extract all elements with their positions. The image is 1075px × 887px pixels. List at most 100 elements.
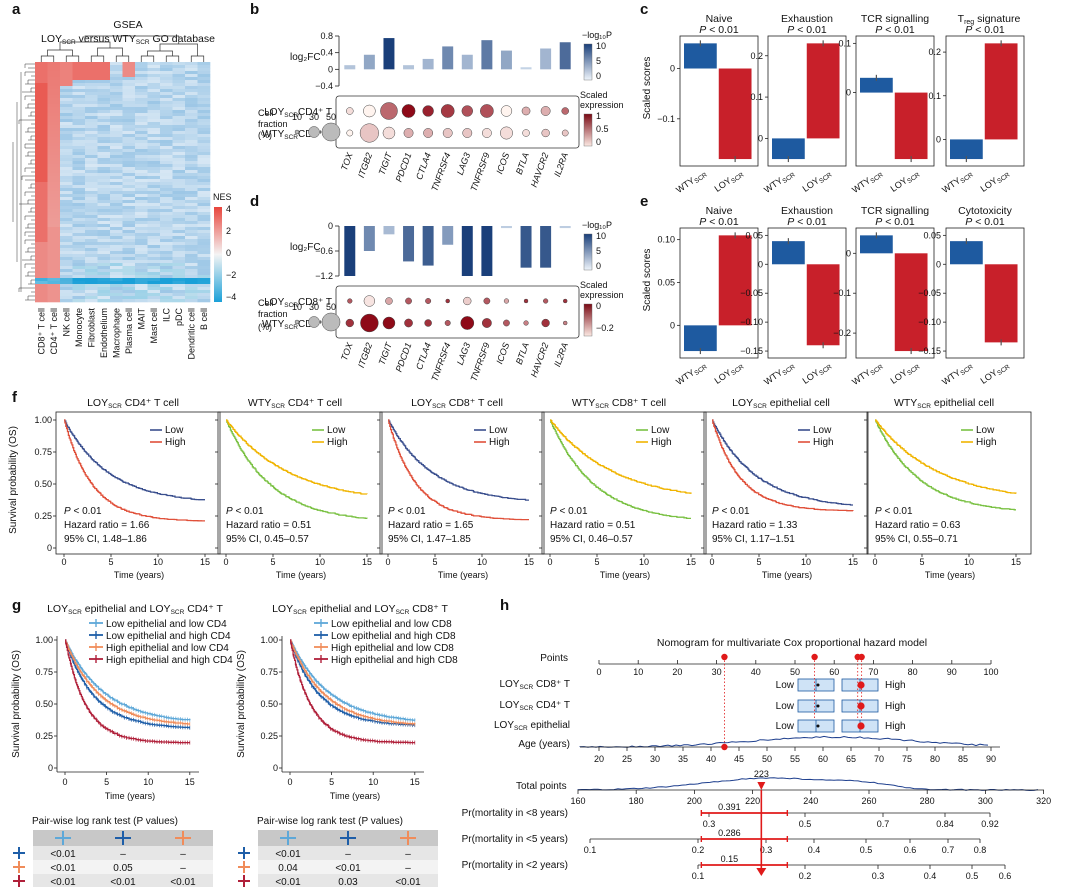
heatmap-cell — [85, 284, 98, 288]
h-pr-ticklabel-2-4: 0.5 — [966, 871, 979, 881]
heatmap-cell — [122, 233, 136, 237]
heatmap-cell — [72, 167, 86, 171]
f-hr-1: Hazard ratio = 0.51 — [226, 520, 312, 531]
heatmap-cell — [197, 287, 211, 291]
heatmap-cell — [197, 104, 211, 108]
b-bar-PDCD1 — [403, 65, 415, 70]
heatmap-cell — [147, 290, 161, 294]
heatmap-cell — [60, 119, 73, 123]
heatmap-cell — [160, 290, 173, 294]
e-xlabel-loy-1: LOYSCR — [801, 359, 834, 387]
heatmap-cell — [85, 110, 98, 114]
g-xtick-0-1: 5 — [104, 777, 109, 787]
h-row-high-2: High — [885, 721, 906, 732]
heatmap-cell — [60, 155, 73, 159]
h-pr-ticklabel-1-3: 0.4 — [808, 845, 821, 855]
h-age-ticklabel-13: 85 — [958, 754, 968, 764]
heatmap-cell — [47, 134, 61, 138]
heatmap-cell — [85, 173, 98, 177]
heatmap-cell — [72, 119, 86, 123]
heatmap-cell — [197, 236, 211, 240]
heatmap-cell — [35, 266, 48, 270]
heatmap-cell — [197, 191, 211, 195]
h-total-marker — [757, 782, 766, 790]
heatmap-cell — [72, 263, 86, 267]
e-bar-1-0 — [772, 241, 805, 265]
d-bar-BTLA — [520, 226, 532, 268]
heatmap-cell — [60, 197, 73, 201]
e-ytick-2-0: 0 — [846, 248, 851, 258]
heatmap-cell — [85, 260, 98, 264]
heatmap-cell — [122, 65, 136, 69]
g-table-cell-0-1-0: <0.01 — [50, 863, 76, 874]
heatmap-cell — [160, 266, 173, 270]
heatmap-cell — [147, 68, 161, 72]
heatmap-cell — [147, 143, 161, 147]
heatmap-cell — [122, 110, 136, 114]
heatmap-cell — [72, 290, 86, 294]
heatmap-cell — [35, 68, 48, 72]
heatmap-cell — [160, 212, 173, 216]
g-table-cell-1-1-2: – — [405, 863, 411, 874]
heatmap-cell — [147, 152, 161, 156]
b-legend-p-tick-2: 0 — [596, 71, 601, 81]
b-gene-label-11: IL2RA — [552, 151, 570, 178]
heatmap-cell — [72, 71, 86, 75]
heatmap-cell — [85, 239, 98, 243]
heatmap-cell — [122, 74, 136, 78]
heatmap-cell — [35, 260, 48, 264]
f-xtick-0-1: 5 — [108, 557, 113, 567]
f-xlabel-2: Time (years) — [438, 570, 488, 580]
heatmap-cell — [85, 236, 98, 240]
heatmap-cell — [135, 299, 148, 303]
heatmap-cell — [172, 89, 186, 93]
d-bar-HAVCR2 — [540, 226, 552, 268]
heatmap-cell — [35, 92, 48, 96]
heatmap-cell — [197, 263, 211, 267]
heatmap-cell — [185, 287, 198, 291]
d-gene-label-2: TIGIT — [377, 340, 395, 366]
heatmap-cell — [185, 86, 198, 90]
heatmap-cell — [85, 167, 98, 171]
heatmap-cell — [160, 296, 173, 300]
heatmap-cell — [85, 209, 98, 213]
heatmap-cell — [185, 290, 198, 294]
heatmap-cell — [122, 71, 136, 75]
h-row-low-0: Low — [776, 680, 795, 691]
heatmap-cell — [197, 158, 211, 162]
b-gene-label-9: BTLA — [514, 151, 531, 176]
heatmap-cell — [60, 104, 73, 108]
f-xtick-0-2: 10 — [153, 557, 163, 567]
heatmap-cell — [185, 293, 198, 297]
heatmap-cell — [35, 182, 48, 186]
heatmap-cell — [197, 140, 211, 144]
heatmap-cell — [135, 83, 148, 87]
heatmap-cell — [197, 224, 211, 228]
h-age-ticklabel-7: 55 — [790, 754, 800, 764]
f-title-5: WTYSCR epithelial cell — [894, 397, 994, 410]
heatmap-cell — [135, 149, 148, 153]
heatmap-cell — [72, 143, 86, 147]
f-ytick-3: 0.25 — [34, 511, 52, 521]
heatmap-cell — [85, 227, 98, 231]
d-dot-LOY-IL2RA — [562, 298, 568, 304]
g-table-row-bg-1 — [33, 860, 213, 874]
b-legend-p-bar — [583, 43, 593, 81]
heatmap-cell — [110, 110, 123, 114]
heatmap-cell — [97, 224, 111, 228]
heatmap-cell — [160, 248, 173, 252]
heatmap-cell — [185, 194, 198, 198]
e-ytick-1-4: −0.15 — [740, 346, 763, 356]
d-bar-LAG3 — [461, 226, 473, 276]
heatmap-cell — [160, 83, 173, 87]
heatmap-cell — [135, 128, 148, 132]
heatmap-cell — [85, 179, 98, 183]
heatmap-cell — [172, 236, 186, 240]
f-xtick-4-1: 5 — [756, 557, 761, 567]
heatmap-cell — [197, 101, 211, 105]
heatmap-cell — [185, 152, 198, 156]
heatmap-cell — [135, 245, 148, 249]
heatmap-cell — [110, 71, 123, 75]
heatmap-cell — [60, 173, 73, 177]
